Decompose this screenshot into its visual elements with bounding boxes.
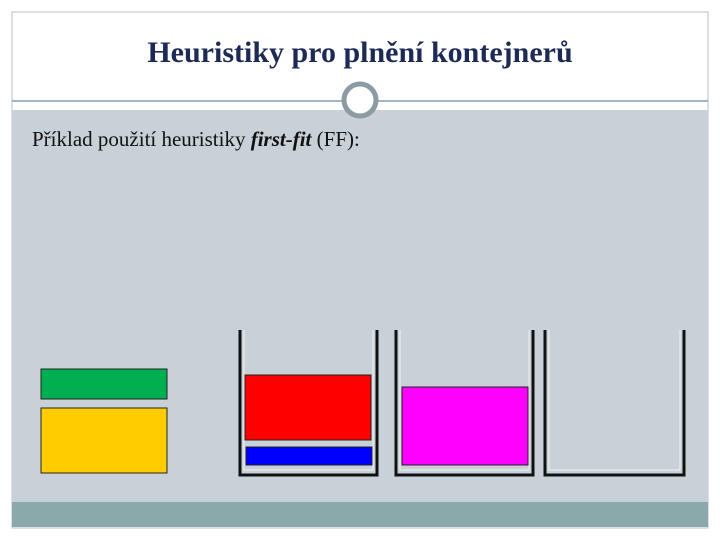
container-inner [243, 330, 374, 471]
container [543, 330, 686, 477]
item-red [244, 374, 372, 441]
container [394, 330, 535, 477]
body-text-emphasis: first-fit [251, 127, 313, 151]
container-inner [548, 330, 681, 471]
item-magenta [401, 386, 529, 466]
footer-bar [12, 502, 708, 527]
body-text: Příklad použití heuristiky first-fit (FF… [32, 127, 360, 151]
slide-title: Heuristiky pro plnění kontejnerů [147, 36, 572, 69]
container-inner [399, 330, 530, 471]
container-wall [238, 330, 379, 477]
container-wall [394, 330, 535, 477]
divider-circle [341, 81, 379, 119]
body-text-part: (FF): [311, 127, 359, 151]
container-wall [543, 330, 686, 477]
container [238, 330, 379, 477]
body-text-part: Příklad použití heuristiky [32, 127, 251, 151]
item-yellow [40, 407, 168, 474]
item-green [40, 368, 168, 400]
item-blue [245, 446, 373, 466]
